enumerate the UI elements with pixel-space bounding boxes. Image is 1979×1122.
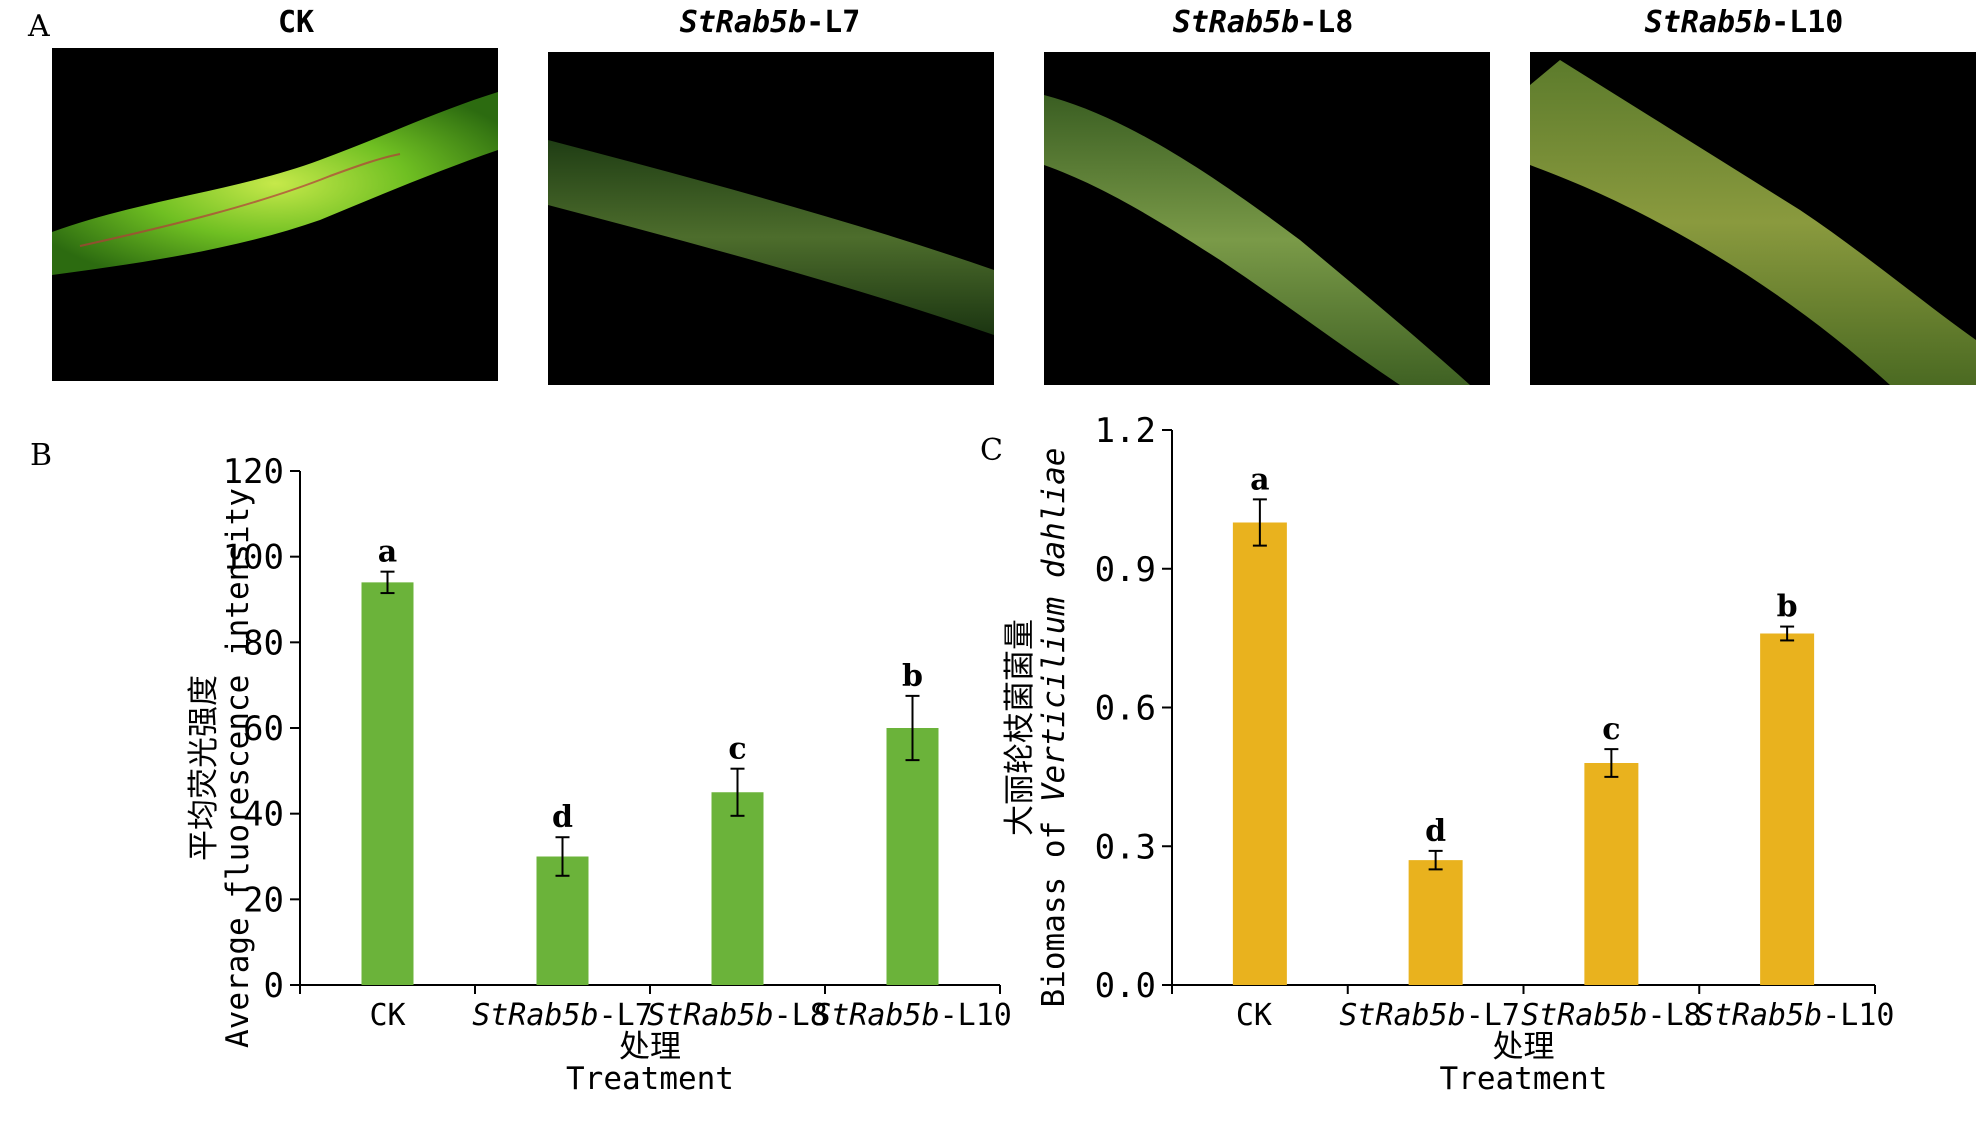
x-category-label: StRab5b-L7 (1339, 998, 1520, 1033)
x-axis-title-cn: 处理 (1493, 1029, 1555, 1065)
significance-letter: a (378, 535, 397, 570)
y-axis-title-cn: 平均荧光强度 (186, 675, 222, 861)
bar (536, 856, 589, 985)
x-category-label: StRab5b-L8 (647, 998, 828, 1033)
y-tick-label: 60 (243, 709, 284, 749)
y-tick-label: 20 (243, 880, 284, 920)
micrograph-ck: CK (52, 5, 498, 381)
y-tick-label: 0.3 (1095, 827, 1156, 867)
bar (1760, 633, 1815, 985)
panel-c-letter: C (980, 433, 1003, 468)
bar (1232, 522, 1287, 985)
y-tick-label: 120 (223, 452, 284, 492)
y-tick-label: 1.2 (1095, 411, 1156, 451)
micrograph-l7-title: StRab5b-L7 (680, 5, 861, 40)
bar (1584, 763, 1639, 985)
micrograph-ck-title: CK (278, 5, 314, 40)
y-axis-title-en: Biomass of Verticilium dahliae (1036, 448, 1072, 1008)
x-category-label: StRab5b-L7 (472, 998, 653, 1033)
micrograph-l10: StRab5b-L10 (1530, 5, 1976, 385)
significance-letter: c (1602, 712, 1620, 747)
micrograph-ck-vessel (79, 153, 401, 247)
micrograph-l10-title: StRab5b-L10 (1645, 5, 1844, 40)
significance-letter: c (728, 732, 746, 767)
bar (1408, 860, 1463, 985)
x-category-label: StRab5b-L10 (1696, 998, 1895, 1033)
x-category-label: StRab5b-L10 (813, 998, 1012, 1033)
y-tick-label: 0 (264, 966, 284, 1006)
y-axis-title-en: Average fluorescence intensity (220, 488, 256, 1048)
significance-letter: a (1250, 462, 1269, 497)
bar (361, 582, 414, 985)
micrograph-l8-title: StRab5b-L8 (1173, 5, 1354, 40)
micrograph-ck-stem (52, 92, 498, 275)
y-tick-label: 80 (243, 623, 284, 663)
micrograph-l7-stem (548, 140, 994, 335)
x-category-label: CK (369, 998, 405, 1033)
y-tick-label: 40 (243, 795, 284, 835)
micrograph-l8: StRab5b-L8 (1044, 5, 1490, 385)
panel-a-letter: A (27, 9, 50, 44)
x-axis-title-en: Treatment (1440, 1061, 1608, 1097)
y-tick-label: 0.6 (1095, 689, 1156, 729)
significance-letter: b (1777, 590, 1798, 625)
y-axis-title-cn: 大丽轮枝菌菌量 (1002, 619, 1038, 836)
micrograph-l7: StRab5b-L7 (548, 5, 994, 385)
chart-fluorescence-intensity: B 0 20 40 60 80 100 120 a CK d StRab5b-L7 c StRab5b-L… (30, 438, 1012, 1097)
y-tick-label: 0.9 (1095, 550, 1156, 590)
significance-letter: b (902, 659, 923, 694)
chart-verticillium-biomass: C 0.0 0.3 0.6 0.9 1.2 a CK d StRab5b-L7 c StRab5b-L… (980, 411, 1894, 1097)
x-axis-title-en: Treatment (566, 1061, 734, 1097)
panel-b-letter: B (30, 438, 52, 473)
significance-letter: d (552, 800, 573, 835)
significance-letter: d (1425, 814, 1446, 849)
bar (711, 792, 764, 985)
x-category-label: CK (1236, 998, 1272, 1033)
micrograph-l8-stem (1044, 95, 1470, 385)
micrograph-l10-stem (1530, 60, 1976, 385)
bar (886, 728, 939, 985)
x-category-label: StRab5b-L8 (1521, 998, 1702, 1033)
y-tick-label: 0.0 (1095, 966, 1156, 1006)
y-tick-label: 100 (223, 538, 284, 578)
x-axis-title-cn: 处理 (619, 1029, 681, 1065)
